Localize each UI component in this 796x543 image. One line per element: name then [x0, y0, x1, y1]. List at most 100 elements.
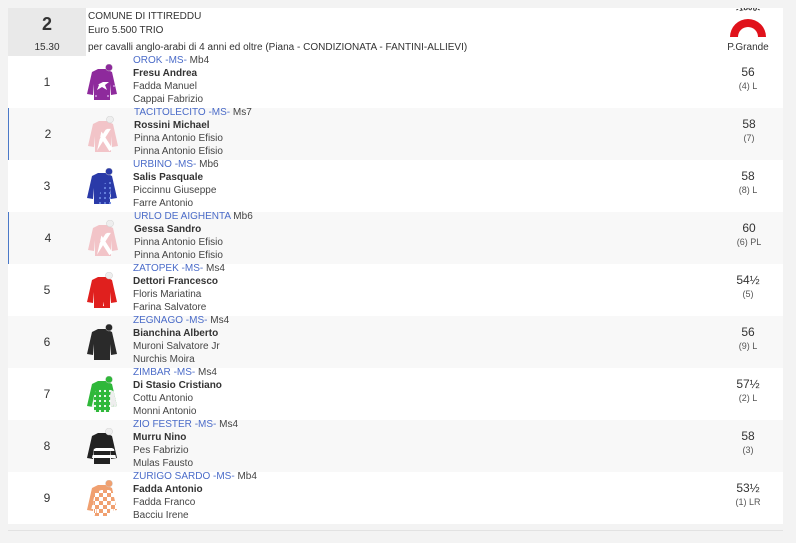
runner-number: 7	[43, 387, 51, 401]
race-number: 2	[41, 14, 52, 34]
jockey-silk-icon	[84, 375, 120, 414]
weight: 54½	[736, 273, 760, 287]
weight: 56	[741, 325, 755, 339]
horse-name-link[interactable]: TACITOLECITO -MS-	[134, 107, 230, 118]
jockey-silk-icon	[84, 323, 120, 362]
weight: 56	[741, 65, 755, 79]
horse-name-link[interactable]: URLO DE AIGHENTA	[134, 211, 233, 222]
owner-name: Pinna Antonio Efisio	[134, 146, 223, 157]
horse-suffix: -MS-	[213, 471, 235, 482]
weight: 60	[742, 221, 756, 235]
horse-tag: Mb4	[234, 471, 257, 482]
horse-name[interactable]: OROK	[133, 55, 163, 66]
jockey-name: Di Stasio Cristiano	[133, 380, 222, 391]
race-time: 15.30	[34, 42, 60, 53]
jockey-silk-icon	[84, 427, 120, 466]
horse-name-link[interactable]: URBINO -MS-	[133, 159, 196, 170]
runner-info: URLO DE AIGHENTA Mb6 Gessa Sandro Pinna …	[134, 210, 253, 262]
runner-info: TACITOLECITO -MS- Ms7 Rossini Michael Pi…	[134, 106, 252, 158]
horse-suffix: -MS-	[185, 315, 208, 326]
horse-name-link[interactable]: ZURIGO SARDO -MS-	[133, 471, 235, 482]
draw-info: (7)	[743, 133, 755, 143]
horse-name-link[interactable]: ZEGNAGO -MS-	[133, 315, 207, 326]
horse-name-link[interactable]: ZIMBAR -MS-	[133, 367, 195, 378]
svg-text:-1800-: -1800-	[734, 8, 762, 14]
horse-name[interactable]: URBINO	[133, 159, 172, 170]
weight: 58	[741, 169, 755, 183]
trainer-name: Floris Mariatina	[133, 289, 202, 300]
horse-tag: Ms7	[230, 107, 252, 118]
horse-name[interactable]: ZIMBAR	[133, 367, 171, 378]
owner-name: Mulas Fausto	[133, 458, 194, 469]
jockey-name: Murru Nino	[133, 432, 187, 443]
draw-info: (9) L	[738, 341, 758, 351]
race-header: 2 15.30 COMUNE DI ITTIREDDU Euro 5.500 T…	[8, 3, 783, 56]
horse-tag: Mb6	[196, 159, 219, 170]
horse-name-link[interactable]: ZIO FESTER -MS-	[133, 419, 216, 430]
runner-info: ZEGNAGO -MS- Ms4 Bianchina Alberto Muron…	[133, 314, 229, 366]
horse-name[interactable]: TACITOLECITO	[134, 107, 206, 118]
horse-suffix: -MS-	[165, 55, 187, 66]
weight-info: 53½ (1) LR	[720, 480, 776, 508]
weight-info: 57½ (2) L	[720, 376, 776, 404]
runner-row: 2 TACITOLECITO -MS- Ms7 Rossini Michael …	[8, 106, 783, 160]
jockey-name: Fresu Andrea	[133, 68, 198, 79]
jockey-name: Fadda Antonio	[133, 484, 203, 495]
runner-number: 9	[43, 491, 51, 505]
weight: 58	[742, 117, 756, 131]
horse-tag: Ms4	[203, 263, 225, 274]
runner-row: 4 URLO DE AIGHENTA Mb6 Gessa Sandro Pinn…	[8, 210, 783, 264]
horse-suffix: -MS-	[173, 367, 196, 378]
runner-info: ZIMBAR -MS- Ms4 Di Stasio Cristiano Cott…	[133, 366, 222, 418]
race-number-box: 2 15.30	[8, 8, 86, 56]
divider	[8, 530, 783, 531]
jockey-silk-icon	[85, 219, 121, 258]
owner-name: Nurchis Moira	[133, 354, 195, 365]
race-prize: Euro 5.500 TRIO	[88, 25, 164, 36]
jockey-name: Rossini Michael	[134, 120, 210, 131]
horse-name[interactable]: ZURIGO SARDO	[133, 471, 211, 482]
horse-name-link[interactable]: ZATOPEK -MS-	[133, 263, 203, 274]
owner-name: Cappai Fabrizio	[133, 94, 204, 105]
weight-info: 58 (3)	[720, 428, 776, 456]
jockey-silk-icon	[84, 167, 120, 206]
horse-tag: Ms4	[195, 367, 217, 378]
jockey-name: Bianchina Alberto	[133, 328, 219, 339]
runner-row: 8 ZIO FESTER -MS- Ms4 Murru Nino Pes Fab…	[8, 419, 783, 472]
horse-suffix: -MS-	[194, 419, 217, 430]
runner-info: ZURIGO SARDO -MS- Mb4 Fadda Antonio Fadd…	[133, 470, 257, 522]
trainer-name: Pinna Antonio Efisio	[134, 237, 223, 248]
draw-info: (1) LR	[735, 497, 761, 507]
horse-suffix: -MS-	[208, 107, 231, 118]
runner-number: 2	[44, 127, 52, 141]
weight: 58	[741, 429, 755, 443]
trainer-name: Pinna Antonio Efisio	[134, 133, 223, 144]
horse-name[interactable]: URLO DE AIGHENTA	[134, 211, 231, 222]
draw-info: (3)	[742, 445, 754, 455]
track-arc-icon: -1800-	[730, 3, 766, 37]
horse-tag: Mb4	[186, 55, 210, 66]
horse-name-link[interactable]: OROK -MS-	[133, 55, 187, 66]
horse-name[interactable]: ZIO FESTER	[133, 419, 192, 430]
trainer-name: Cottu Antonio	[133, 393, 194, 404]
track-name: P.Grande	[727, 42, 769, 53]
jockey-silk-icon	[84, 63, 120, 102]
race-card: 2 15.30 COMUNE DI ITTIREDDU Euro 5.500 T…	[8, 3, 783, 524]
runner-number: 4	[44, 231, 52, 245]
track-info: -1800- P.Grande	[720, 3, 776, 56]
horse-tag: Ms4	[207, 315, 230, 326]
race-conditions: per cavalli anglo-arabi di 4 anni ed olt…	[88, 42, 468, 53]
runner-number: 8	[43, 439, 51, 453]
draw-info: (6) PL	[736, 237, 762, 247]
horse-name[interactable]: ZEGNAGO	[133, 315, 184, 326]
runner-number: 3	[43, 179, 51, 193]
trainer-name: Muroni Salvatore Jr	[133, 341, 220, 352]
runner-info: URBINO -MS- Mb6 Salis Pasquale Piccinnu …	[133, 158, 219, 210]
runner-row: 5 ZATOPEK -MS- Ms4 Dettori Francesco Flo…	[8, 263, 783, 316]
weight-info: 58 (8) L	[720, 168, 776, 196]
trainer-name: Fadda Franco	[133, 497, 196, 508]
draw-info: (5)	[742, 289, 754, 299]
weight-info: 58 (7)	[721, 116, 777, 144]
jockey-silk-icon	[84, 479, 120, 518]
horse-name[interactable]: ZATOPEK	[133, 263, 179, 274]
